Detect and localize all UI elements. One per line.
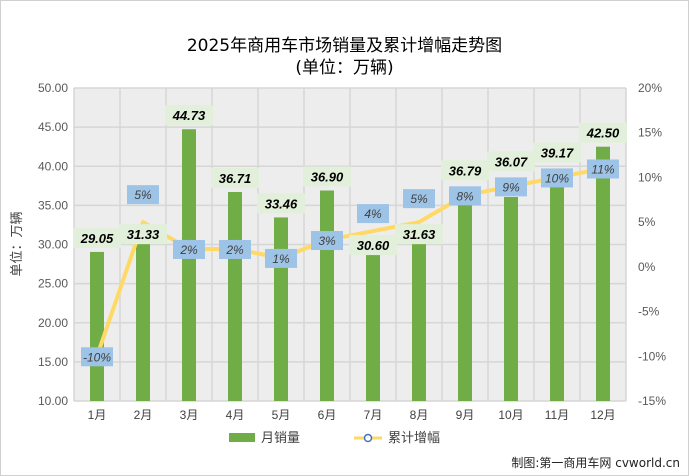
bar-value-label: 44.73 xyxy=(172,108,206,123)
pct-value-label: 4% xyxy=(364,207,382,221)
right-tick-label: 15% xyxy=(638,126,662,140)
bar xyxy=(320,190,334,401)
x-tick-label: 6月 xyxy=(318,408,337,422)
left-tick-label: 35.00 xyxy=(38,198,68,212)
pct-value-label: 11% xyxy=(591,162,614,176)
bar-value-label: 36.71 xyxy=(219,171,252,186)
pct-value-label: 8% xyxy=(456,189,474,203)
pct-value-label: 5% xyxy=(134,188,152,202)
x-tick-label: 3月 xyxy=(180,408,199,422)
bar-value-label: 36.07 xyxy=(495,154,528,169)
right-tick-label: 10% xyxy=(638,170,662,184)
legend-bar-swatch xyxy=(229,433,255,442)
bar-value-label: 42.50 xyxy=(586,126,620,141)
bar-value-label: 36.90 xyxy=(311,170,344,185)
bar-label-box xyxy=(395,224,443,245)
bar-value-label: 30.60 xyxy=(357,238,390,253)
bar-label-box xyxy=(257,193,305,214)
pct-value-label: 10% xyxy=(545,171,569,185)
pct-label-box xyxy=(265,248,297,268)
y-axis-label: 单位：万辆 xyxy=(9,211,24,276)
credit-text: 制图:第一商用车网 cvworld.cn xyxy=(511,456,680,470)
left-tick-label: 10.00 xyxy=(38,394,68,408)
pct-label-box xyxy=(587,159,619,179)
legend-line-marker xyxy=(363,433,373,443)
chart-title: 2025年商用车市场销量及累计增幅走势图 xyxy=(186,36,503,56)
pct-value-label: 3% xyxy=(318,234,336,248)
pct-label-box xyxy=(311,231,343,251)
bar-label-box xyxy=(349,235,397,256)
right-tick-label: 0% xyxy=(638,260,656,274)
legend-bar-label: 月销量 xyxy=(261,430,300,445)
bar-label-box xyxy=(533,142,581,163)
pct-label-box xyxy=(219,239,251,259)
x-tick-label: 7月 xyxy=(364,408,383,422)
pct-label-box xyxy=(357,204,389,224)
right-tick-label: -5% xyxy=(638,305,660,319)
bar-label-box xyxy=(73,227,121,248)
bar xyxy=(412,231,426,401)
left-tick-label: 25.00 xyxy=(38,277,68,291)
x-tick-label: 9月 xyxy=(456,408,475,422)
bar-value-label: 33.46 xyxy=(265,196,298,211)
right-tick-label: -10% xyxy=(638,349,666,363)
bar-label-box xyxy=(441,160,489,181)
bar xyxy=(596,146,610,401)
left-tick-label: 40.00 xyxy=(38,159,68,173)
pct-label-box xyxy=(495,177,527,197)
pct-label-box xyxy=(403,189,435,209)
bar-value-label: 29.05 xyxy=(80,231,114,246)
left-tick-label: 20.00 xyxy=(38,316,68,330)
x-tick-label: 12月 xyxy=(590,408,615,422)
pct-value-label: 2% xyxy=(225,243,244,257)
pct-value-label: 9% xyxy=(502,180,520,194)
x-tick-label: 8月 xyxy=(410,408,429,422)
bar xyxy=(274,217,288,401)
pct-label-box xyxy=(449,186,481,206)
right-tick-label: 5% xyxy=(638,215,656,229)
bar xyxy=(182,129,196,402)
pct-label-box xyxy=(173,239,205,259)
legend-line-label: 累计增幅 xyxy=(388,430,440,445)
pct-label-box xyxy=(81,347,113,367)
pct-label-box xyxy=(541,168,573,188)
bar xyxy=(504,197,518,401)
right-tick-label: -15% xyxy=(638,394,666,408)
bar xyxy=(366,239,380,401)
bar xyxy=(136,234,150,401)
bar-label-box xyxy=(211,167,259,188)
bar-value-label: 36.79 xyxy=(449,163,482,178)
bar-label-box xyxy=(119,224,167,245)
bar-label-box xyxy=(303,166,351,187)
left-tick-label: 45.00 xyxy=(38,120,68,134)
pct-label-box xyxy=(127,185,159,205)
bar-value-label: 31.33 xyxy=(127,227,160,242)
bar xyxy=(458,191,472,401)
x-tick-label: 11月 xyxy=(545,408,569,422)
pct-value-label: 1% xyxy=(272,252,290,266)
x-tick-label: 10月 xyxy=(498,408,523,422)
bar-value-label: 39.17 xyxy=(541,145,574,160)
bar-label-box xyxy=(579,122,627,143)
bar-label-box xyxy=(487,151,535,172)
bar xyxy=(90,251,104,401)
pct-value-label: 2% xyxy=(179,243,198,257)
x-tick-label: 4月 xyxy=(226,408,245,422)
left-tick-label: 15.00 xyxy=(38,355,68,369)
bar-value-label: 31.63 xyxy=(403,227,436,242)
bar xyxy=(228,191,242,401)
bar xyxy=(550,172,564,401)
left-tick-label: 50.00 xyxy=(38,81,68,95)
pct-value-label: -10% xyxy=(83,350,111,364)
left-tick-label: 30.00 xyxy=(38,238,68,252)
bar-label-box xyxy=(165,105,213,126)
x-tick-label: 5月 xyxy=(272,408,291,422)
right-tick-label: 20% xyxy=(638,81,662,95)
x-tick-label: 2月 xyxy=(134,408,153,422)
x-tick-label: 1月 xyxy=(88,408,107,422)
chart-subtitle: (单位：万辆) xyxy=(295,58,394,78)
pct-value-label: 5% xyxy=(410,192,428,206)
